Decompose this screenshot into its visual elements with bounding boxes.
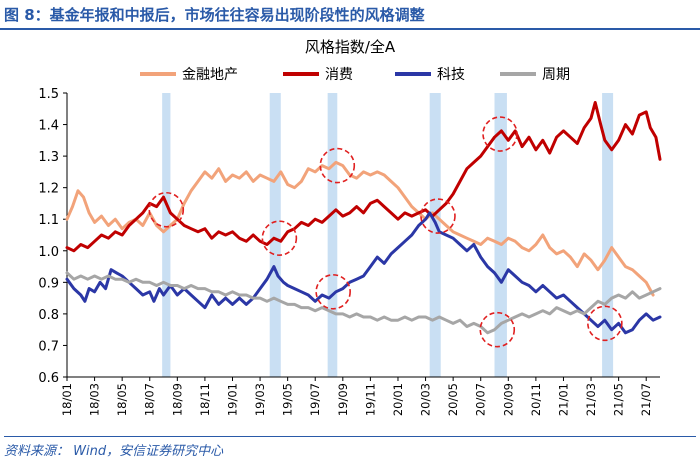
x-tick-label-12: 20/01 (391, 383, 405, 416)
series-lines (65, 101, 662, 335)
highlight-bands (162, 93, 614, 377)
series-line-2 (65, 211, 662, 335)
annotation-circle-6 (587, 305, 623, 342)
x-tick-label-6: 19/01 (225, 383, 239, 416)
line-chart: 0.6 0.7 0.8 0.9 1.0 1.1 1.2 1.3 1.4 1.5 18/01 18/03… (38, 38, 662, 416)
chart-title: 风格指数/全A (305, 38, 396, 56)
x-tick-label-14: 20/05 (446, 383, 460, 416)
x-tick-label-2: 18/05 (115, 383, 129, 416)
x-tick-label-1: 18/03 (88, 383, 102, 416)
annotation-circles (148, 116, 623, 348)
highlight-band-1 (269, 93, 281, 377)
x-tick-label-10: 19/09 (336, 383, 350, 416)
legend-label-3: 周期 (542, 67, 570, 83)
x-tick-label-0: 18/01 (60, 383, 74, 416)
y-tick-label-6: 1.2 (38, 182, 59, 197)
x-tick-label-17: 20/11 (529, 383, 543, 416)
x-tick-label-16: 20/09 (501, 383, 515, 416)
annotation-circle-0 (148, 191, 185, 228)
legend-label-1: 消费 (325, 67, 353, 83)
annotation-circle-4 (482, 116, 518, 152)
axes: 0.6 0.7 0.8 0.9 1.0 1.1 1.2 1.3 1.4 1.5 18/01 18/03… (38, 87, 660, 416)
x-tick-label-18: 21/01 (556, 383, 570, 416)
annotation-circle-1 (261, 220, 298, 256)
highlight-band-2 (327, 93, 338, 377)
x-tick-label-13: 20/03 (419, 383, 433, 416)
x-tick-label-9: 19/07 (308, 383, 322, 416)
highlight-band-3 (429, 93, 441, 377)
series-line-0 (65, 160, 655, 297)
highlight-band-4 (494, 93, 507, 377)
y-tick-label-1: 0.7 (38, 339, 59, 354)
highlight-band-0 (162, 93, 171, 377)
y-tick-label-2: 0.8 (38, 308, 59, 323)
figure-title: 图 8：基金年报和中报后，市场往往容易出现阶段性的风格调整 (4, 6, 425, 24)
annotation-circle-7 (315, 273, 351, 310)
title-bar: 图 8：基金年报和中报后，市场往往容易出现阶段性的风格调整 (0, 0, 700, 30)
y-tick-label-4: 1.0 (38, 245, 59, 260)
x-tick-label-21: 21/07 (639, 383, 653, 416)
x-tick-label-8: 19/05 (281, 383, 295, 416)
x-tick-label-4: 18/09 (170, 383, 184, 416)
annotation-circle-5 (479, 311, 516, 348)
x-tick-label-19: 21/03 (584, 383, 598, 416)
x-tick-label-3: 18/07 (143, 383, 157, 416)
annotation-circle-2 (319, 147, 356, 184)
legend-label-0: 金融地产 (182, 67, 238, 83)
annotation-circle-3 (420, 198, 456, 234)
x-tick-label-5: 18/11 (198, 383, 212, 416)
highlight-band-5 (602, 93, 614, 377)
x-tick-label-15: 20/07 (474, 383, 488, 416)
legend-label-2: 科技 (437, 67, 465, 83)
x-tick-label-7: 19/03 (253, 383, 267, 416)
x-tick-label-11: 19/11 (363, 383, 377, 416)
y-tick-label-5: 1.1 (38, 213, 59, 228)
y-tick-label-3: 0.9 (38, 276, 59, 291)
y-tick-label-0: 0.6 (38, 371, 59, 386)
source-note: 资料来源： Wind，安信证券研究中心 (4, 436, 696, 459)
x-tick-label-20: 21/05 (612, 383, 626, 416)
y-tick-label-7: 1.3 (38, 150, 59, 165)
y-tick-label-9: 1.5 (38, 87, 59, 102)
y-tick-label-8: 1.4 (38, 119, 59, 134)
legend: 金融地产 消费 科技 周期 (140, 67, 570, 83)
series-line-1 (65, 101, 662, 253)
series-line-3 (65, 271, 662, 335)
